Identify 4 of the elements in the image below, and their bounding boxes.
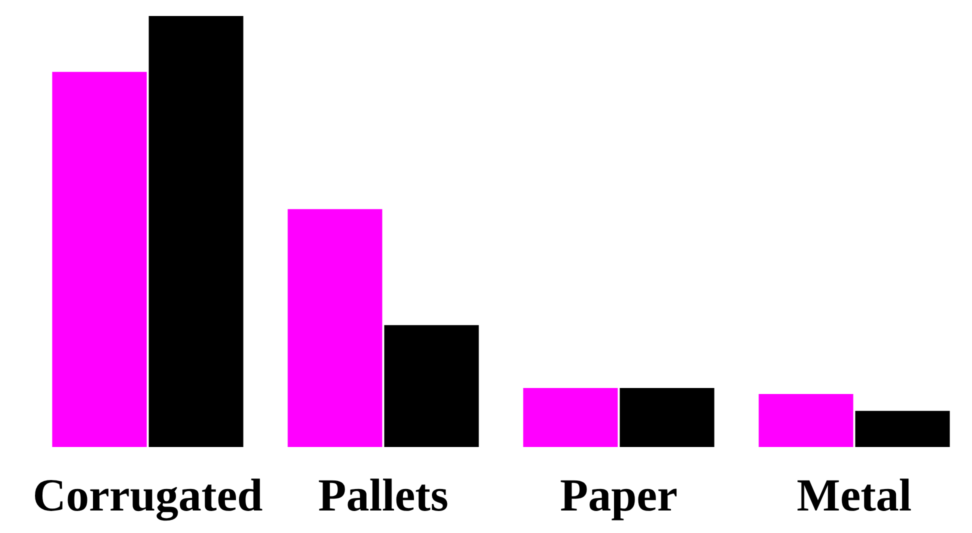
x-tick-label: Corrugated — [32, 470, 264, 522]
x-tick-label: Metal — [796, 470, 912, 520]
x-tick-label: Paper — [560, 470, 678, 520]
x-tick-label: Pallets — [318, 470, 448, 520]
